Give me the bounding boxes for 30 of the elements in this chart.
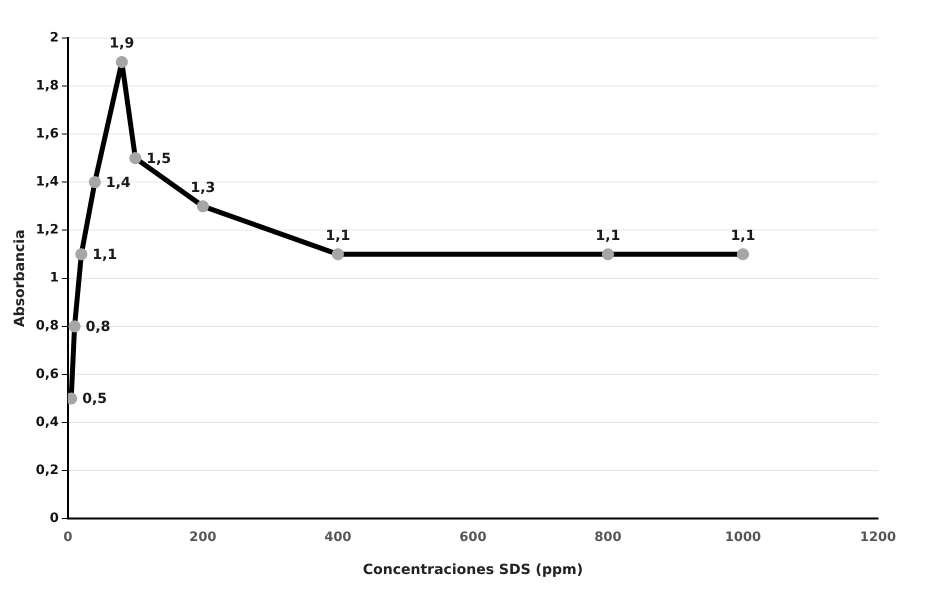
data-label: 1,1: [92, 246, 118, 263]
y-tick-label: 1: [50, 270, 59, 286]
y-tick-label: 1,2: [36, 222, 59, 238]
x-tick-label: 800: [594, 530, 622, 545]
data-label: 0,5: [82, 391, 108, 408]
x-axis-title: Concentraciones SDS (ppm): [362, 562, 583, 578]
y-tick-label: 2: [50, 30, 59, 46]
y-tick-label: 0: [50, 510, 59, 526]
data-label: 0,8: [86, 319, 110, 335]
y-tick-label: 1,6: [36, 126, 59, 142]
y-tick-label: 1,4: [36, 174, 59, 190]
y-tick-label: 1,8: [36, 78, 59, 94]
y-tick-label: 0,4: [36, 414, 59, 430]
y-axis-title: Absorbancia: [12, 229, 28, 328]
x-tick-label: 0: [63, 530, 72, 545]
x-tick-label: 200: [189, 530, 216, 545]
data-label: 1,1: [730, 228, 756, 244]
data-label: 1,5: [146, 150, 172, 167]
x-tick-label: 400: [324, 530, 352, 545]
y-tick-label: 0,6: [36, 366, 59, 382]
data-label: 1,1: [596, 228, 620, 244]
x-tick-label: 600: [459, 530, 486, 545]
y-tick-label: 0,2: [36, 462, 59, 478]
data-label: 1,9: [109, 36, 134, 52]
data-label: 1,4: [106, 174, 131, 191]
y-tick-label: 0,8: [36, 318, 59, 334]
data-label: 1,1: [325, 228, 350, 244]
x-tick-label: 1000: [724, 530, 762, 545]
data-label: 1,3: [190, 180, 216, 196]
x-tick-label: 1200: [860, 530, 896, 545]
